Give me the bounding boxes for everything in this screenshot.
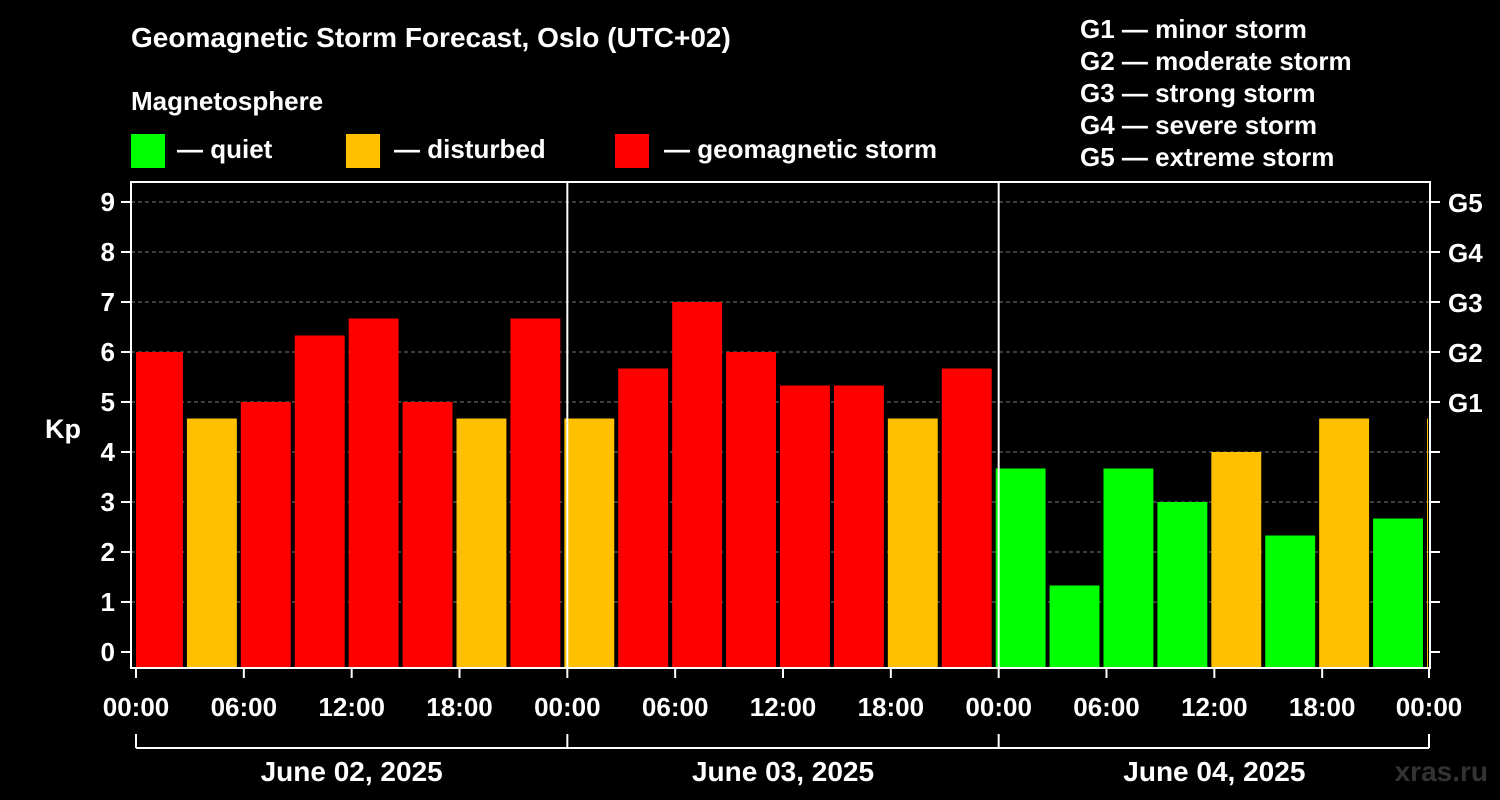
kp-bar [1157,502,1208,668]
y-tick-label: 4 [101,437,116,467]
y-tick-label: 1 [101,587,115,617]
y-tick-label: 2 [101,537,115,567]
x-tick-label: 06:00 [642,692,709,722]
x-tick-label: 18:00 [858,692,925,722]
kp-bar [1265,535,1316,668]
g1-description: G1 — minor storm [1080,14,1307,44]
x-tick-label: 00:00 [103,692,170,722]
x-tick-label: 12:00 [1181,692,1248,722]
x-tick-label: 06:00 [211,692,278,722]
plot-border [130,181,1431,669]
kp-bar [1103,468,1154,668]
legend-swatch-disturbed [346,134,380,168]
kp-bar [995,468,1046,668]
kp-bar [1427,418,1428,668]
x-tick-label: 00:00 [534,692,601,722]
y-tick-label: 8 [101,237,115,267]
legend-label-disturbed: — disturbed [394,134,546,164]
kp-bar [1319,418,1370,668]
g-level-tick-label: G3 [1448,288,1483,318]
kp-bar [780,385,830,668]
legend-label-quiet: — quiet [177,134,273,164]
g-level-tick-label: G4 [1448,238,1483,268]
y-tick-label: 6 [101,337,115,367]
kp-bar [136,352,183,668]
x-tick-label: 00:00 [1396,692,1463,722]
kp-bar [456,418,507,668]
g4-description: G4 — severe storm [1080,110,1318,140]
y-tick-label: 5 [101,387,115,417]
x-tick-label: 12:00 [318,692,385,722]
chart-title: Geomagnetic Storm Forecast, Oslo (UTC+02… [131,22,731,53]
g-level-tick-label: G5 [1448,188,1483,218]
kp-bar [564,418,615,668]
kp-bar [1049,585,1100,668]
g-level-tick-label: G1 [1448,388,1483,418]
x-tick-label: 18:00 [1289,692,1356,722]
kp-bar [1211,452,1262,668]
kp-bar [618,368,669,668]
g-level-tick-label: G2 [1448,338,1483,368]
bars [136,302,1428,668]
kp-bar [672,302,723,668]
kp-bar [1373,518,1423,668]
x-tick-label: 00:00 [965,692,1032,722]
x-tick-label: 18:00 [426,692,493,722]
kp-bar [402,402,453,668]
kp-bar [941,368,992,668]
g5-description: G5 — extreme storm [1080,142,1335,172]
y-tick-label: 3 [101,487,115,517]
date-label: June 02, 2025 [261,756,443,787]
date-label: June 03, 2025 [692,756,874,787]
g3-description: G3 — strong storm [1080,78,1316,108]
x-tick-label: 12:00 [750,692,817,722]
kp-bar [726,352,776,668]
y-tick-label: 0 [101,637,115,667]
plot-frame [121,181,1440,749]
kp-bar [294,335,345,668]
axis-labels: 0 1 2 3 4 5 6 7 8 9 G1 G2 G3 G4 G5 Kp 00:00 06:00 12:00 18:… [45,187,1483,787]
y-tick-label: 7 [101,287,115,317]
legend-swatch-quiet [131,134,165,168]
legend-label-storm: — geomagnetic storm [664,134,938,164]
kp-bar [348,318,399,668]
x-tick-label: 06:00 [1073,692,1140,722]
kp-bar [186,418,237,668]
y-tick-label: 9 [101,187,115,217]
kp-bar [510,318,561,668]
g2-description: G2 — moderate storm [1080,46,1352,76]
watermark: xras.ru [1394,756,1488,787]
y-axis-label: Kp [45,414,81,444]
legend-swatch-storm [615,134,649,168]
kp-bar [833,385,884,668]
date-label: June 04, 2025 [1123,756,1305,787]
kp-bar [887,418,938,668]
kp-bar [240,402,291,668]
legend-heading: Magnetosphere [131,86,324,116]
